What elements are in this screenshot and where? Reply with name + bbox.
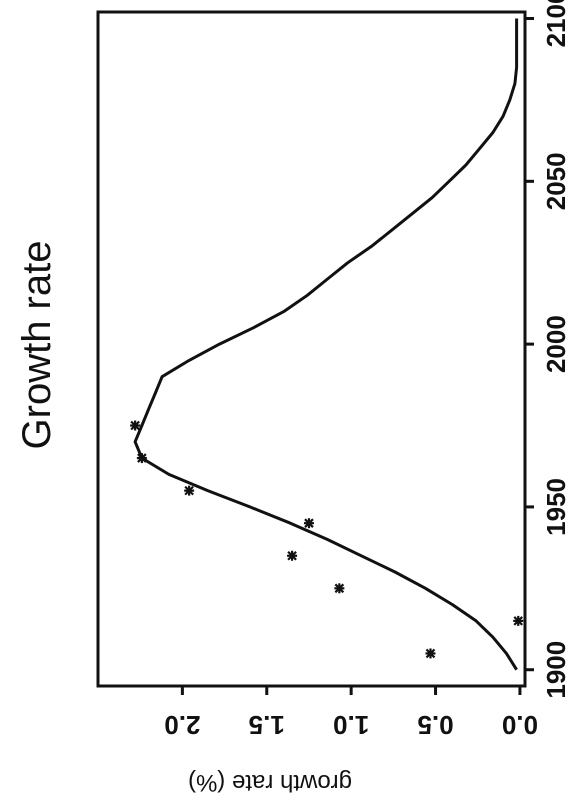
y-axis-label: growth rate (%) bbox=[188, 769, 352, 796]
data-point-marker bbox=[334, 583, 345, 594]
marker-stroke bbox=[287, 550, 297, 561]
y-tick-label: 2.0 bbox=[164, 710, 200, 740]
marker-stroke bbox=[184, 485, 194, 496]
y-axis: 0.0 0.5 1.0 1.5 2.0 bbox=[164, 686, 538, 740]
marker-stroke bbox=[130, 420, 140, 431]
data-point-marker bbox=[425, 648, 436, 659]
x-tick-label: 1950 bbox=[541, 478, 571, 536]
chart-title: Growth rate bbox=[15, 241, 59, 450]
marker-stroke bbox=[425, 648, 436, 659]
data-point-marker bbox=[130, 420, 141, 431]
x-tick-label: 2050 bbox=[541, 152, 571, 210]
data-point-marker bbox=[136, 453, 147, 464]
y-tick-label: 1.5 bbox=[249, 710, 285, 740]
data-point-marker bbox=[287, 550, 298, 561]
fitted-growth-curve bbox=[133, 18, 519, 671]
plot-frame bbox=[96, 10, 527, 688]
y-tick-label: 1.0 bbox=[333, 710, 369, 740]
data-point-marker bbox=[303, 518, 314, 529]
marker-stroke bbox=[137, 453, 147, 463]
marker-stroke bbox=[304, 518, 314, 528]
x-tick-label: 2100 bbox=[541, 0, 571, 47]
data-point-marker bbox=[184, 485, 195, 496]
marker-stroke bbox=[334, 583, 345, 594]
x-tick-label: 2000 bbox=[541, 315, 571, 373]
x-tick-label: 1900 bbox=[541, 641, 571, 699]
x-axis: 1900 1950 2000 2050 2100 bbox=[525, 0, 571, 699]
marker-stroke bbox=[513, 616, 524, 626]
y-tick-label: 0.0 bbox=[502, 710, 538, 740]
series-layer bbox=[130, 18, 524, 671]
y-tick-label: 0.5 bbox=[417, 710, 453, 740]
data-point-marker bbox=[513, 615, 524, 626]
